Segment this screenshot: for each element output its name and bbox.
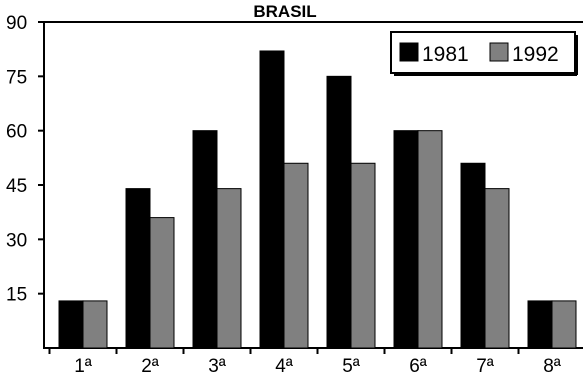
bar-1992-1 [82, 300, 108, 349]
bar-1992-6 [417, 130, 443, 349]
x-tick-label: 1ª [74, 356, 93, 376]
bar-1981-7 [460, 162, 486, 349]
legend-label-1992: 1992 [512, 43, 559, 66]
bar-1981-6 [393, 130, 419, 349]
legend-swatch-1992 [489, 42, 509, 62]
legend-label-1981: 1981 [422, 43, 469, 66]
y-tick-label: 75 [6, 67, 27, 88]
y-tick-label: 45 [6, 176, 27, 197]
x-tick-label: 2ª [141, 356, 160, 376]
bars-group [58, 50, 577, 349]
legend: 1981 1992 [390, 31, 578, 76]
x-tick-label: 5ª [342, 356, 361, 376]
x-tick-label: 6ª [409, 356, 428, 376]
y-tick-label: 90 [6, 13, 27, 34]
bar-1992-2 [149, 217, 175, 349]
y-axis: 15 30 45 60 75 90 [6, 13, 44, 306]
bar-1992-7 [484, 188, 510, 349]
bar-1992-5 [350, 162, 376, 349]
chart-title: BRASIL [253, 2, 316, 21]
x-axis: 1ª 2ª 3ª 4ª 5ª 6ª 7ª 8ª [48, 348, 562, 376]
y-tick-label: 60 [6, 122, 27, 143]
bar-1992-3 [216, 188, 242, 349]
bar-1992-8 [551, 300, 577, 349]
y-tick-label: 15 [6, 285, 27, 306]
x-tick-label: 7ª [476, 356, 495, 376]
bar-1981-5 [326, 75, 352, 349]
x-tick-label: 8ª [543, 356, 562, 376]
bar-1992-4 [283, 162, 309, 349]
bar-1981-1 [58, 300, 84, 349]
bar-1981-2 [125, 188, 151, 349]
bar-1981-8 [527, 300, 553, 349]
bar-1981-4 [259, 50, 285, 349]
legend-swatch-1981 [399, 42, 419, 62]
y-tick-label: 30 [6, 230, 27, 251]
x-tick-label: 3ª [208, 356, 227, 376]
x-tick-label: 4ª [275, 356, 294, 376]
bar-1981-3 [192, 130, 218, 349]
legend-box [390, 31, 576, 74]
